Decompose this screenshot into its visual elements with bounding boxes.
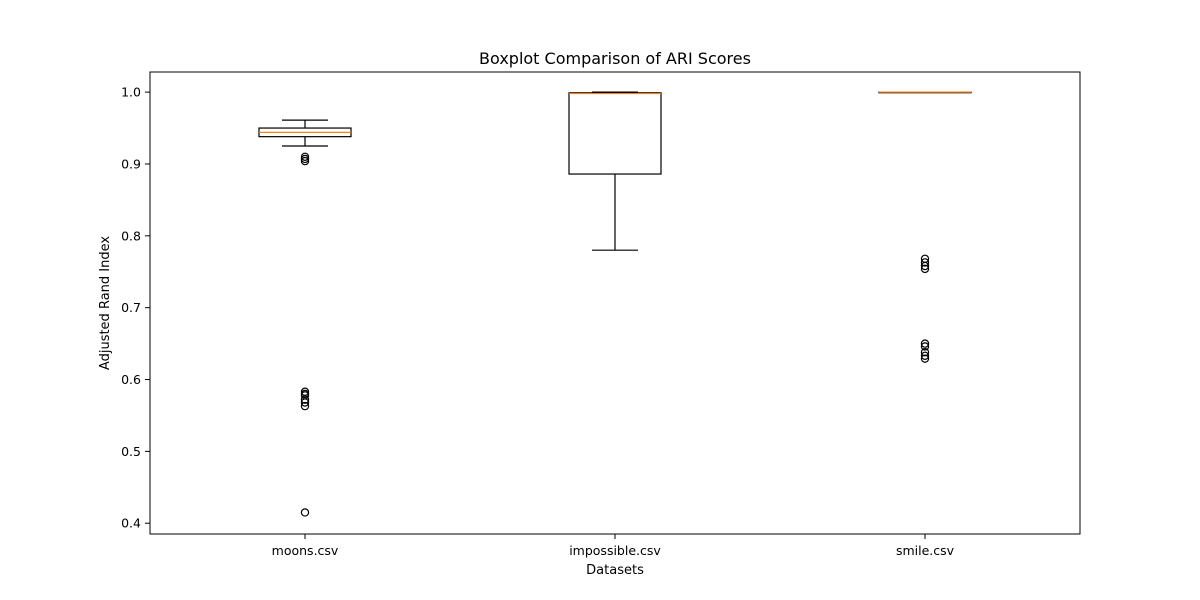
outlier-point [920, 258, 930, 267]
plot-area: 0.4 0.5 0.6 0.7 0.8 0.9 1.0 moons.csv impossible… [121, 71, 1081, 558]
outlier-point [300, 401, 310, 411]
y-axis-label: Adjusted Rand Index [98, 236, 113, 370]
x-axis-label: Datasets [586, 563, 644, 578]
outlier-point [300, 395, 310, 404]
x-tick-label: moons.csv [272, 543, 339, 558]
outlier-point [920, 348, 930, 357]
outlier-point [300, 398, 310, 407]
y-tick-label: 0.7 [121, 300, 141, 315]
outlier-point [920, 264, 930, 274]
x-tick-label: smile.csv [896, 543, 955, 558]
y-tick-label: 0.6 [121, 372, 141, 387]
y-tick-label: 1.0 [121, 85, 141, 100]
y-tick-label: 0.5 [121, 444, 141, 459]
outlier-point [920, 351, 930, 361]
y-tick-label: 0.8 [121, 228, 141, 243]
outlier-point [300, 508, 310, 517]
y-tick-label: 0.4 [121, 516, 141, 531]
chart-title: Boxplot Comparison of ARI Scores [479, 49, 751, 68]
x-tick-label: impossible.csv [569, 543, 661, 558]
outlier-point [920, 261, 930, 271]
y-tick-label: 0.9 [121, 156, 141, 171]
outlier-point [300, 156, 310, 166]
outlier-point [920, 354, 930, 363]
box [568, 92, 662, 175]
outlier-point [920, 342, 930, 351]
outlier-point [920, 339, 930, 348]
